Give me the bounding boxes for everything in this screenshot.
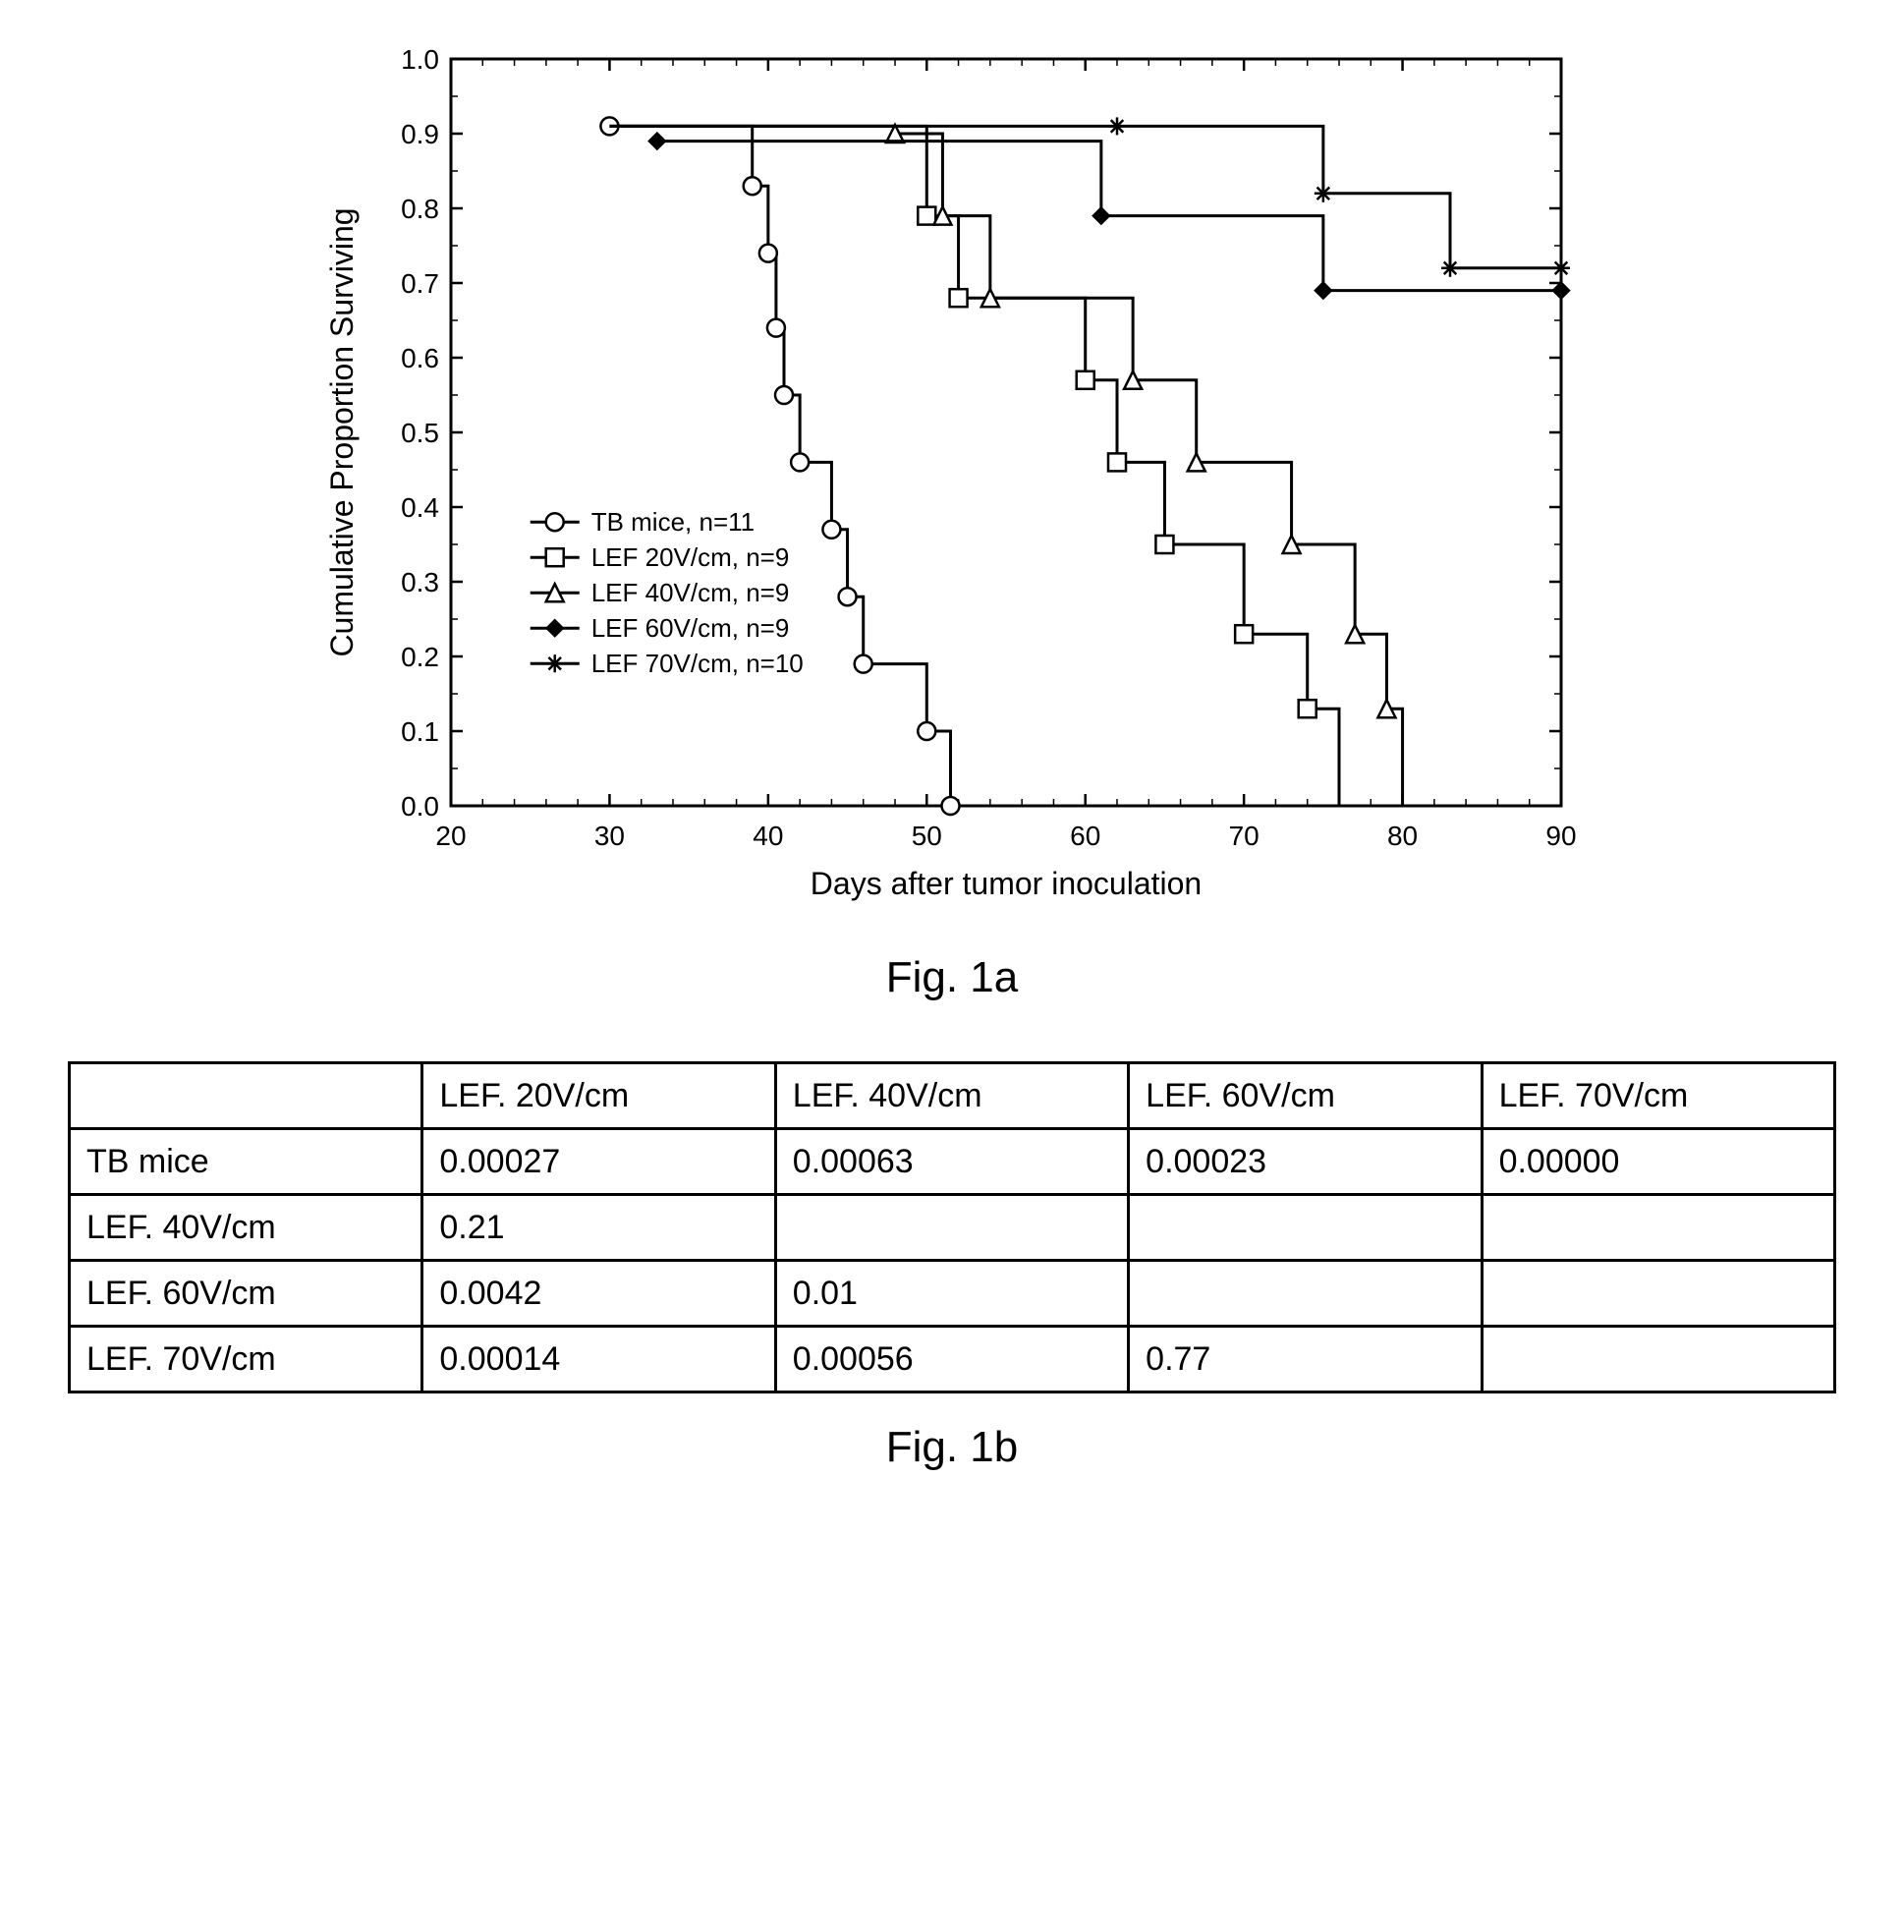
- table-cell: [775, 1195, 1128, 1261]
- svg-text:0.9: 0.9: [401, 119, 439, 149]
- svg-text:0.0: 0.0: [401, 791, 439, 822]
- fig-1b-caption: Fig. 1b: [886, 1423, 1019, 1472]
- svg-text:0.4: 0.4: [401, 492, 439, 523]
- svg-text:70: 70: [1229, 821, 1260, 851]
- table-cell: 0.00027: [422, 1129, 775, 1195]
- table-header-cell: LEF. 60V/cm: [1129, 1063, 1482, 1129]
- table-cell: [1129, 1261, 1482, 1327]
- svg-text:0.8: 0.8: [401, 194, 439, 224]
- table-cell: LEF. 40V/cm: [70, 1195, 422, 1261]
- table-header-cell: LEF. 20V/cm: [422, 1063, 775, 1129]
- svg-text:LEF 40V/cm, n=9: LEF 40V/cm, n=9: [591, 578, 790, 607]
- svg-text:50: 50: [912, 821, 942, 851]
- svg-text:20: 20: [435, 821, 466, 851]
- table-cell: TB mice: [70, 1129, 422, 1195]
- table-cell: LEF. 60V/cm: [70, 1261, 422, 1327]
- svg-text:0.5: 0.5: [401, 418, 439, 448]
- fig-1a-block: 20 30 40 50 60 70 80 90 0.0 0.1 0.2 0.3 0.4 0.5 0.6 0.7…: [313, 39, 1591, 1002]
- svg-text:30: 30: [594, 821, 625, 851]
- table-header-cell: LEF. 70V/cm: [1482, 1063, 1834, 1129]
- table-cell: 0.00014: [422, 1327, 775, 1392]
- svg-text:TB mice, n=11: TB mice, n=11: [591, 507, 755, 537]
- svg-text:90: 90: [1545, 821, 1576, 851]
- table-cell: 0.00023: [1129, 1129, 1482, 1195]
- svg-text:LEF 60V/cm, n=9: LEF 60V/cm, n=9: [591, 613, 790, 643]
- svg-text:0.3: 0.3: [401, 567, 439, 597]
- table-cell: 0.00063: [775, 1129, 1128, 1195]
- table-cell: [1482, 1261, 1834, 1327]
- svg-text:LEF 20V/cm, n=9: LEF 20V/cm, n=9: [591, 542, 790, 572]
- svg-text:0.1: 0.1: [401, 716, 439, 747]
- svg-text:80: 80: [1387, 821, 1418, 851]
- svg-text:Cumulative Proportion Survivin: Cumulative Proportion Surviving: [324, 207, 360, 656]
- survival-chart: 20 30 40 50 60 70 80 90 0.0 0.1 0.2 0.3 0.4 0.5 0.6 0.7…: [313, 39, 1591, 924]
- fig-1a-caption: Fig. 1a: [886, 953, 1019, 1002]
- table-header-cell: [70, 1063, 422, 1129]
- table-cell: LEF. 70V/cm: [70, 1327, 422, 1392]
- table-cell: 0.21: [422, 1195, 775, 1261]
- table-cell: [1482, 1195, 1834, 1261]
- svg-text:LEF 70V/cm, n=10: LEF 70V/cm, n=10: [591, 649, 804, 678]
- svg-text:40: 40: [753, 821, 783, 851]
- svg-text:0.6: 0.6: [401, 343, 439, 373]
- table-cell: 0.0042: [422, 1261, 775, 1327]
- table-cell: 0.77: [1129, 1327, 1482, 1392]
- table-cell: [1482, 1327, 1834, 1392]
- svg-text:1.0: 1.0: [401, 44, 439, 75]
- table-cell: [1129, 1195, 1482, 1261]
- table-cell: 0.01: [775, 1261, 1128, 1327]
- table-cell: 0.00056: [775, 1327, 1128, 1392]
- table-cell: 0.00000: [1482, 1129, 1834, 1195]
- svg-text:Days after tumor inoculation: Days after tumor inoculation: [811, 866, 1202, 901]
- p-value-table: LEF. 20V/cmLEF. 40V/cmLEF. 60V/cmLEF. 70…: [68, 1061, 1836, 1393]
- table-header-cell: LEF. 40V/cm: [775, 1063, 1128, 1129]
- fig-1b-block: LEF. 20V/cmLEF. 40V/cmLEF. 60V/cmLEF. 70…: [68, 1061, 1836, 1472]
- svg-text:60: 60: [1070, 821, 1100, 851]
- svg-text:0.2: 0.2: [401, 642, 439, 672]
- svg-text:0.7: 0.7: [401, 268, 439, 299]
